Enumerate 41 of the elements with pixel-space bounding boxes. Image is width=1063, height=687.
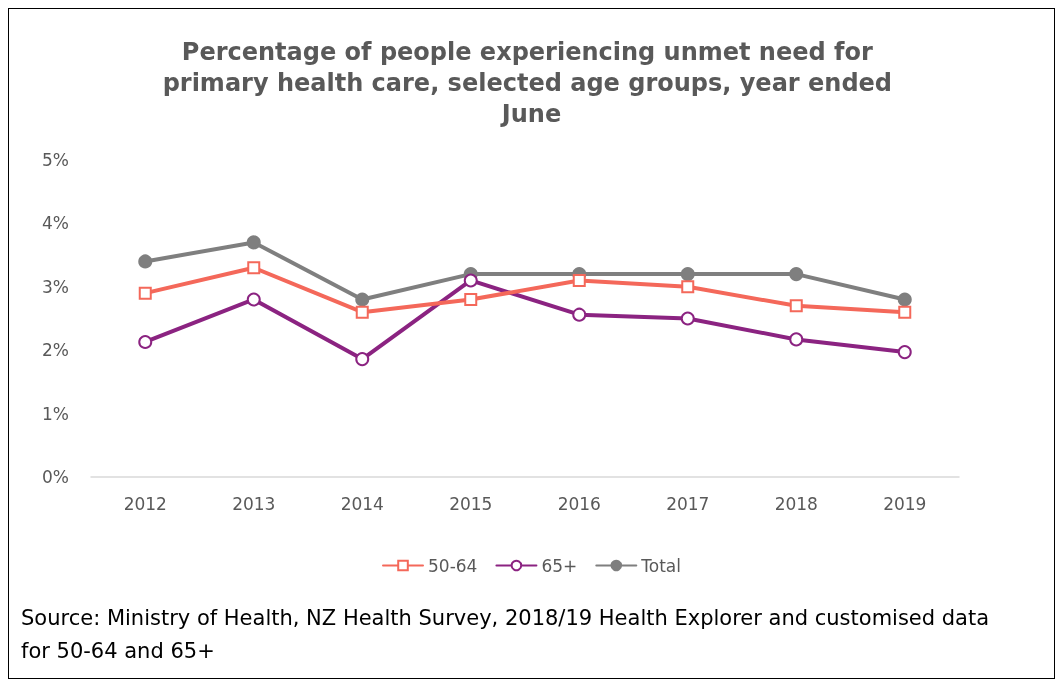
point — [572, 273, 586, 287]
y-tick-label: 1% — [42, 403, 69, 424]
point — [246, 292, 261, 307]
y-tick-label: 0% — [42, 467, 69, 487]
point — [789, 332, 804, 347]
x-tick-label: 2014 — [340, 493, 384, 514]
point — [572, 307, 587, 322]
point — [138, 254, 153, 269]
point — [138, 334, 153, 349]
point — [897, 292, 912, 307]
point — [464, 292, 478, 306]
legend-label: Total — [640, 555, 681, 576]
y-tick-label: 4% — [42, 213, 69, 234]
point — [138, 286, 152, 300]
point — [681, 280, 695, 294]
x-tick-label: 2019 — [883, 493, 927, 514]
point — [355, 305, 369, 319]
x-tick-label: 2016 — [557, 493, 601, 514]
point — [897, 345, 912, 360]
x-tick-label: 2018 — [774, 493, 818, 514]
legend-label: 50-64 — [428, 555, 478, 576]
x-tick-label: 2013 — [232, 493, 276, 514]
point — [355, 292, 370, 307]
y-tick-label: 2% — [42, 340, 69, 361]
point — [246, 235, 261, 250]
point — [680, 311, 695, 326]
y-tick-label: 3% — [42, 276, 69, 297]
source-note: Source: Ministry of Health, NZ Health Survey, 2018/19 Health Explorer and customised data for 50-64 and 65+ — [21, 605, 991, 665]
point — [247, 261, 261, 275]
point — [789, 299, 803, 313]
x-tick-label: 2017 — [666, 493, 710, 514]
chart-title: Percentage of people experiencing unmet need for primary health care, selected age groups, year ended June — [162, 37, 901, 128]
y-tick-label: 5% — [42, 150, 69, 170]
point — [355, 352, 370, 367]
x-tick-label: 2015 — [449, 493, 493, 514]
point — [898, 305, 912, 319]
point — [680, 267, 695, 282]
x-tick-label: 2012 — [123, 493, 167, 514]
point — [463, 273, 478, 288]
point — [789, 267, 804, 282]
legend-label: 65+ — [541, 555, 578, 576]
